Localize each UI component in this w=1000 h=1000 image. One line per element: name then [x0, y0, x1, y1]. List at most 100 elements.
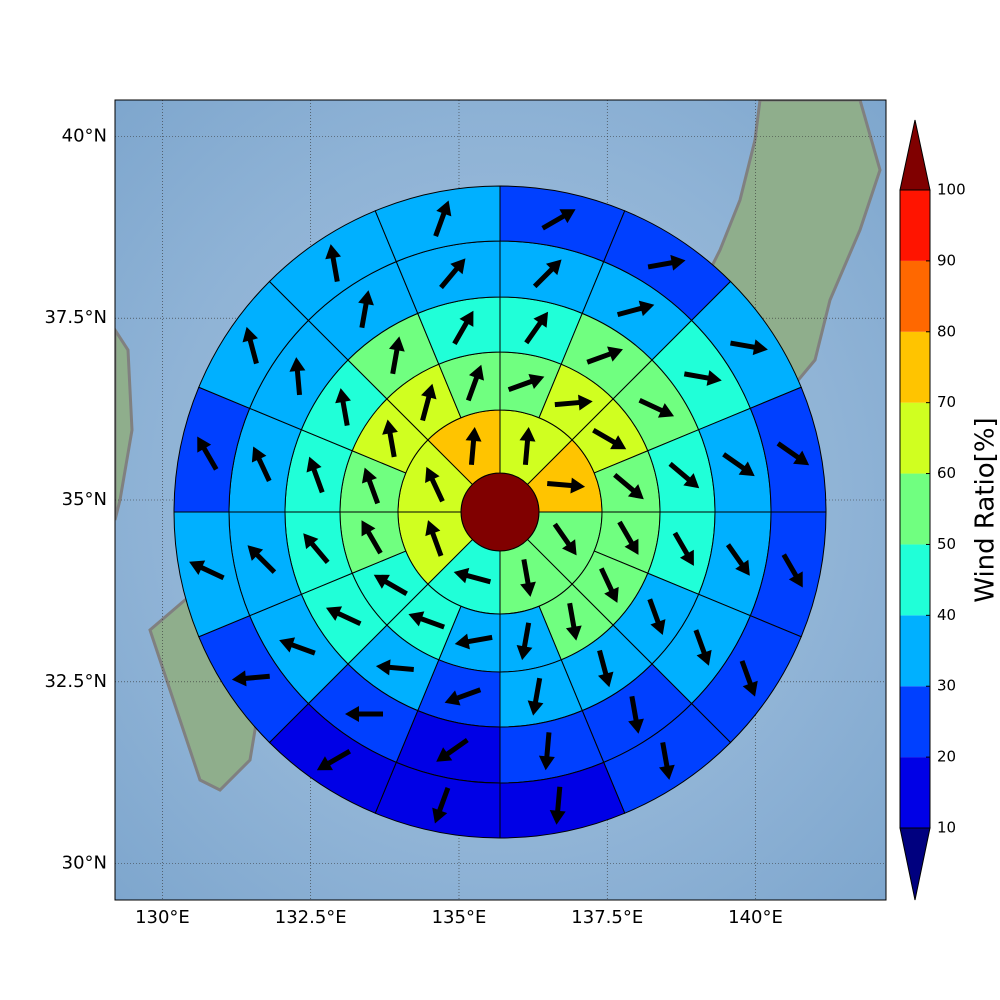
y-tick-label: 40°N: [62, 125, 107, 146]
ticks: 130°E 132.5°E 135°E 137.5°E 140°E 30°N 32.5°N 3…: [44, 125, 782, 928]
wind-arrow: [465, 426, 482, 466]
wind-arrow: [507, 373, 545, 393]
wind-arrow: [516, 622, 533, 661]
wind-arrow: [197, 436, 219, 471]
wind-arrow: [454, 633, 493, 650]
wind-arrow: [659, 742, 675, 780]
colorbar-tick-label: 100: [937, 181, 966, 199]
map-frame: [114, 99, 887, 901]
wind-arrow: [672, 531, 694, 566]
wind-arrow: [554, 394, 593, 411]
wind-arrow: [527, 677, 544, 716]
wind-arrow: [722, 452, 755, 477]
colorbar-extend-max: [899, 119, 931, 191]
colorbar-bin: [900, 190, 930, 261]
wind-arrow: [375, 659, 414, 676]
wind-arrow: [541, 209, 576, 231]
wind-arrow: [524, 311, 549, 345]
colorbar-tick-label: 70: [937, 393, 956, 411]
x-tick-label: 135°E: [432, 907, 487, 928]
wind-arrow: [538, 732, 555, 771]
x-tick-label: 132.5°E: [275, 907, 347, 928]
wind-arrow: [433, 200, 452, 238]
wind-arrow: [251, 446, 272, 482]
colorbar-extend-min: [899, 827, 931, 901]
wind-arrow: [616, 300, 655, 318]
colorbar-tick-label: 20: [937, 748, 956, 766]
sectors: [173, 185, 827, 839]
wind-arrow: [231, 670, 270, 687]
wind-arrow: [382, 419, 398, 458]
wind-arrow: [452, 310, 474, 345]
wind-arrow: [546, 477, 586, 494]
y-tick-label: 37.5°N: [44, 307, 107, 328]
wind-arrow: [781, 553, 803, 588]
colorbar-frame: [899, 189, 931, 829]
colorbar-bin: [900, 686, 930, 758]
wind-arrow: [358, 290, 374, 329]
wind-arrow: [289, 357, 306, 396]
wind-arrow: [647, 254, 686, 271]
wind-arrow: [344, 706, 383, 723]
wind-arrow: [592, 428, 627, 450]
colorbar-bin: [900, 757, 930, 828]
wind-arrow: [242, 326, 259, 365]
y-tick-label: 32.5°N: [44, 671, 107, 692]
wind-arrow: [520, 558, 536, 597]
wind-arrow: [532, 259, 562, 289]
wind-arrow: [647, 598, 666, 635]
wind-arrow: [776, 441, 810, 466]
wind-arrow: [683, 370, 722, 386]
colorbar-bin: [900, 331, 930, 403]
wind-arrow: [597, 649, 614, 688]
x-tick-label: 130°E: [135, 907, 190, 928]
wind-arrow: [725, 543, 750, 576]
colorbar-tick-label: 60: [937, 464, 956, 482]
wind-arrow: [613, 472, 644, 500]
colorbar-bin: [900, 544, 930, 616]
wind-arrow: [552, 522, 577, 556]
wind-arrow: [453, 567, 492, 585]
wind-arrow: [739, 660, 758, 697]
wind-arrow: [189, 560, 225, 581]
wind-arrow: [361, 467, 381, 505]
wind-arrow: [439, 258, 466, 290]
wind-arrow: [425, 520, 444, 557]
wind-arrow: [638, 397, 675, 418]
colorbar-bin: [900, 473, 930, 545]
colorbar-label: Wind Ratio[%]: [971, 417, 1000, 602]
wind-arrow: [425, 466, 445, 503]
wind-arrow: [465, 364, 485, 402]
wind-arrow: [668, 461, 700, 489]
x-tick-label: 140°E: [728, 907, 783, 928]
wind-arrow: [693, 629, 712, 666]
colorbar: 10 20 30 40 50 60 70 80 90 100: [899, 119, 966, 901]
wind-arrow: [730, 339, 768, 356]
wind-arrow: [519, 426, 536, 466]
colorbar-tick-label: 40: [937, 606, 956, 624]
wind-arrow: [549, 786, 566, 825]
wind-arrow: [325, 606, 362, 627]
colorbar-tick-label: 90: [937, 251, 956, 269]
wind-arrow: [325, 244, 341, 282]
colorbar-tick-label: 80: [937, 322, 956, 340]
wind-arrow: [388, 336, 405, 375]
colorbar-tick-label: 30: [937, 677, 956, 695]
wind-arrow: [436, 737, 469, 762]
wind-arrow: [306, 456, 325, 494]
colorbar-tick-label: 10: [937, 819, 956, 837]
y-tick-label: 35°N: [62, 489, 107, 510]
wind-arrow: [586, 346, 623, 365]
colorbar-tick-label: 50: [937, 535, 956, 553]
colorbar-bin: [900, 402, 930, 474]
arrows: [189, 200, 810, 825]
wind-arrow: [361, 520, 383, 555]
wind-arrow: [617, 520, 639, 555]
wind-arrow: [444, 687, 482, 706]
colorbar-bin: [900, 615, 930, 687]
x-tick-label: 137.5°E: [571, 907, 643, 928]
wind-arrow: [247, 545, 277, 574]
wind-arrow: [316, 749, 352, 771]
wind-arrow: [432, 786, 451, 824]
wind-arrow: [303, 533, 330, 564]
